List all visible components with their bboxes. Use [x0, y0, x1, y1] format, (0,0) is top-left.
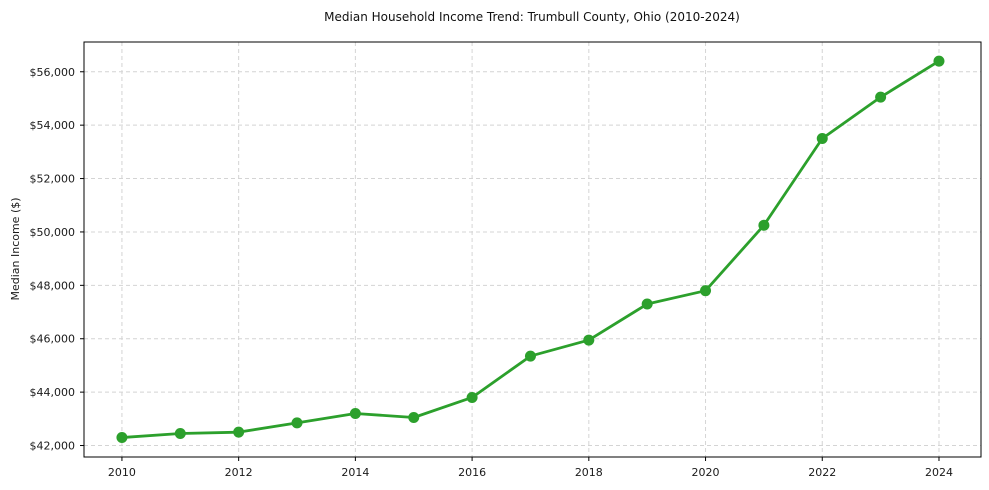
data-point-marker	[524, 350, 536, 362]
data-point-marker	[758, 219, 770, 231]
y-tick-label: $46,000	[30, 333, 76, 346]
x-tick-label: 2024	[925, 466, 953, 479]
y-tick-label: $44,000	[30, 386, 76, 399]
data-point-marker	[816, 133, 828, 145]
data-point-marker	[116, 432, 128, 444]
data-point-marker	[641, 298, 653, 310]
y-tick-label: $48,000	[30, 279, 76, 292]
grid-layer	[84, 42, 981, 457]
series-layer	[116, 55, 945, 444]
data-point-marker	[583, 334, 595, 346]
y-tick-label: $50,000	[30, 226, 76, 239]
y-tick-label: $56,000	[30, 66, 76, 79]
data-point-marker	[233, 426, 245, 438]
data-point-marker	[408, 411, 420, 423]
trend-line	[120, 59, 941, 439]
x-tick-label: 2020	[692, 466, 720, 479]
data-point-marker	[174, 428, 186, 440]
x-tick-label: 2010	[108, 466, 136, 479]
x-tick-label: 2022	[808, 466, 836, 479]
data-point-marker	[933, 55, 945, 67]
x-tick-label: 2018	[575, 466, 603, 479]
data-point-marker	[349, 407, 361, 419]
x-tick-label: 2014	[341, 466, 369, 479]
y-tick-label: $52,000	[30, 173, 76, 186]
chart-title: Median Household Income Trend: Trumbull …	[324, 10, 740, 24]
data-point-marker	[875, 91, 887, 103]
x-tick-label: 2012	[225, 466, 253, 479]
y-tick-label: $54,000	[30, 119, 76, 132]
data-point-marker	[291, 417, 303, 429]
plot-border	[83, 41, 982, 458]
y-axis-label: Median Income ($)	[9, 197, 22, 300]
x-tick-label: 2016	[458, 466, 486, 479]
data-point-marker	[466, 391, 478, 403]
axis-layer: 2010 2012 2014 2016 2018 2020 2022 2024 $42,000 $…	[30, 41, 982, 479]
data-point-marker	[700, 285, 712, 297]
y-tick-label: $42,000	[30, 440, 76, 453]
